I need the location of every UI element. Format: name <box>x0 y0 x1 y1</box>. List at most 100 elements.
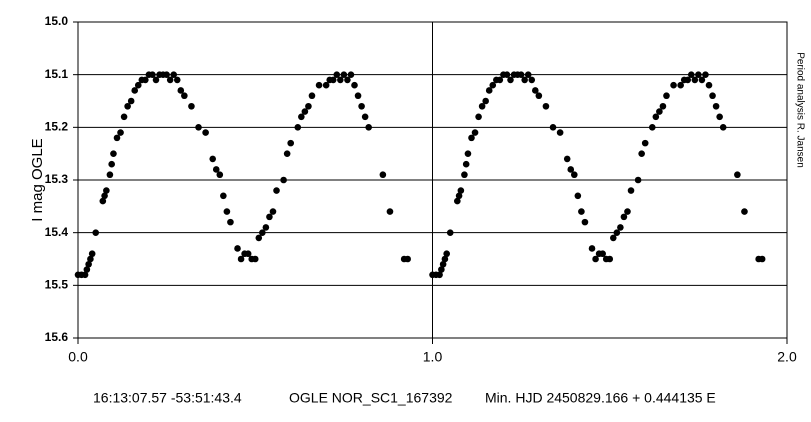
data-point <box>709 92 716 100</box>
data-point <box>716 113 723 121</box>
data-point <box>340 71 348 78</box>
data-point <box>322 81 330 89</box>
data-point <box>386 208 394 215</box>
data-point <box>436 271 443 279</box>
y-tick-label: 15.0 <box>45 14 69 28</box>
footer-text: 16:13:07.57 -53:51:43.4 <box>93 390 242 406</box>
data-point <box>524 71 532 78</box>
data-point <box>503 71 511 78</box>
data-point <box>471 129 479 136</box>
data-point <box>305 102 312 110</box>
data-point <box>443 250 450 258</box>
data-point <box>117 129 124 136</box>
data-point <box>556 129 564 136</box>
data-point <box>244 250 252 258</box>
data-point <box>262 224 270 231</box>
data-point <box>287 139 295 147</box>
data-point <box>489 81 497 89</box>
data-point <box>177 87 185 94</box>
data-point <box>223 208 231 215</box>
data-point <box>624 208 631 215</box>
data-point <box>438 266 445 273</box>
data-point <box>280 176 287 184</box>
data-point <box>131 87 139 94</box>
data-point <box>81 271 89 279</box>
data-point <box>344 76 351 84</box>
data-point <box>108 160 115 168</box>
data-point <box>461 171 468 179</box>
data-point <box>549 124 557 131</box>
data-point <box>659 102 667 110</box>
y-tick-label: 15.1 <box>45 67 69 81</box>
data-point <box>188 102 195 110</box>
data-point <box>404 255 411 263</box>
data-point <box>152 76 160 84</box>
data-point <box>455 192 463 200</box>
data-point <box>142 76 149 84</box>
data-point <box>120 113 128 121</box>
data-point <box>758 255 766 263</box>
data-point <box>347 71 355 78</box>
data-point <box>454 197 461 205</box>
data-point <box>656 108 663 115</box>
y-tick-label: 15.6 <box>45 330 69 344</box>
data-point <box>687 71 695 78</box>
data-point <box>695 71 702 78</box>
data-point <box>101 192 108 200</box>
data-point <box>535 92 543 100</box>
data-point <box>507 76 514 84</box>
data-point <box>617 224 624 231</box>
data-point <box>641 139 649 147</box>
data-point <box>734 171 741 179</box>
data-point <box>439 260 447 268</box>
data-point <box>170 71 178 78</box>
data-point <box>85 260 92 268</box>
data-point <box>581 218 589 226</box>
data-point <box>227 218 234 226</box>
data-point <box>677 81 684 89</box>
data-point <box>719 124 727 131</box>
data-point <box>705 81 713 89</box>
x-tick-label: 2.0 <box>777 349 797 365</box>
data-point <box>634 176 642 184</box>
data-point <box>485 87 493 94</box>
data-point <box>441 255 449 263</box>
data-point <box>92 229 100 236</box>
data-point <box>88 250 96 258</box>
data-point <box>620 213 628 221</box>
data-point <box>464 150 472 157</box>
plot-frame <box>77 21 788 339</box>
data-point <box>234 245 241 252</box>
data-point <box>134 81 142 89</box>
data-point <box>106 171 114 179</box>
data-point <box>251 255 259 263</box>
data-point <box>163 71 170 78</box>
data-point <box>329 76 337 84</box>
data-point <box>606 255 614 263</box>
data-point <box>110 150 117 157</box>
data-point <box>457 187 465 194</box>
y-axis-label: I mag OGLE <box>29 138 46 221</box>
data-point <box>315 81 323 89</box>
data-point <box>87 255 94 263</box>
data-point <box>517 71 525 78</box>
data-point <box>475 113 482 121</box>
data-point <box>571 171 578 179</box>
data-point <box>99 197 107 205</box>
data-point <box>574 192 582 200</box>
data-point <box>259 229 266 236</box>
data-point <box>379 171 387 179</box>
data-point <box>638 150 645 157</box>
data-point <box>294 124 302 131</box>
y-tick-label: 15.4 <box>45 225 69 239</box>
data-point <box>124 102 131 110</box>
data-point <box>113 134 121 142</box>
data-point <box>684 76 692 84</box>
data-point <box>542 102 550 110</box>
data-point <box>567 166 575 173</box>
data-point <box>698 76 706 84</box>
data-point <box>166 76 174 84</box>
data-point <box>365 124 372 131</box>
data-point <box>298 113 305 121</box>
